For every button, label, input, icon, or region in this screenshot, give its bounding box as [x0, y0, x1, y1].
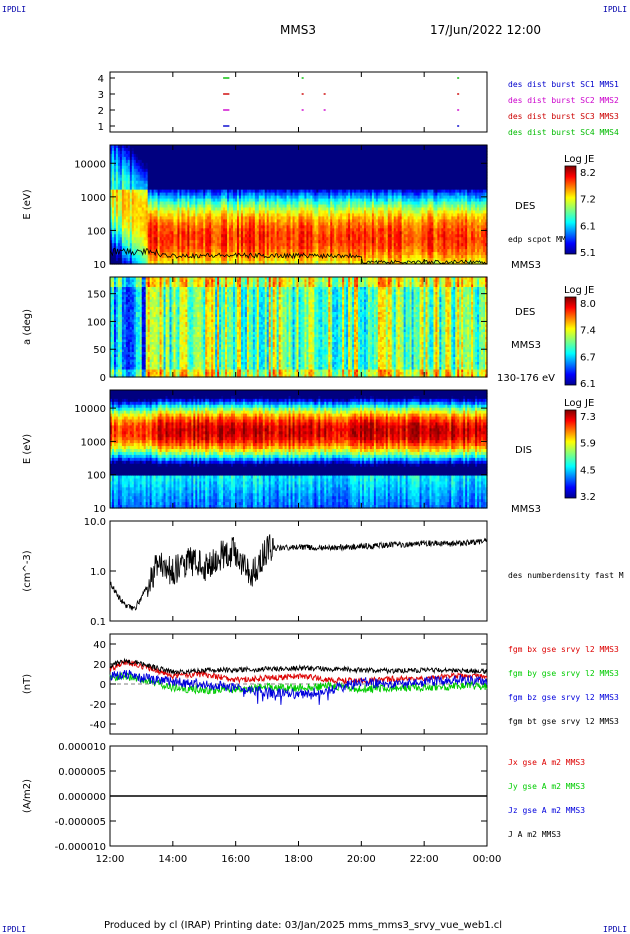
burst-segment	[302, 109, 304, 110]
burst-ytick-label: 2	[98, 106, 104, 117]
spacecraft-title: MMS3	[280, 23, 316, 37]
burst-legend-entry: des dist burst SC3 MMS3	[508, 112, 619, 121]
corner-label-bottom-left: IPDLI	[2, 925, 26, 934]
burst-legend-entry: des dist burst SC2 MMS2	[508, 96, 619, 105]
footer-credit: Produced by cl (IRAP) Printing date: 03/…	[104, 920, 502, 931]
burst-ytick-label: 4	[98, 74, 104, 85]
burst-segment	[223, 109, 229, 110]
burst-segment	[457, 125, 459, 126]
date-title: 17/Jun/2022 12:00	[430, 23, 541, 37]
burst-segment	[457, 109, 459, 110]
burst-segment	[302, 77, 304, 78]
corner-label-top-right: IPDLI	[603, 5, 627, 14]
burst-segment	[302, 93, 304, 94]
burst-segment	[324, 93, 326, 94]
burst-segment	[223, 77, 229, 78]
burst-segment	[223, 125, 229, 126]
des-energy-cells	[110, 145, 488, 265]
burst-segment	[457, 93, 459, 94]
burst-ytick-label: 1	[98, 122, 104, 133]
burst-legend-entry: des dist burst SC1 MMS1	[508, 80, 619, 89]
mms3-summary-plot: IPDLI IPDLI MMS3 17/Jun/2022 12:00 IPDLI…	[0, 0, 630, 934]
burst-legend-entry: des dist burst SC4 MMS4	[508, 128, 619, 137]
burst-segment	[324, 109, 326, 110]
burst-segment	[457, 77, 459, 78]
corner-label-bottom-right: IPDLI	[603, 925, 627, 934]
panels: 1 2 3 4 des dist burst SC1 MMS1 des dist burs…	[22, 72, 624, 865]
burst-segment	[223, 93, 229, 94]
corner-label-top-left: IPDLI	[2, 5, 26, 14]
burst-panel-frame	[110, 72, 487, 132]
burst-ytick-label: 3	[98, 90, 104, 101]
